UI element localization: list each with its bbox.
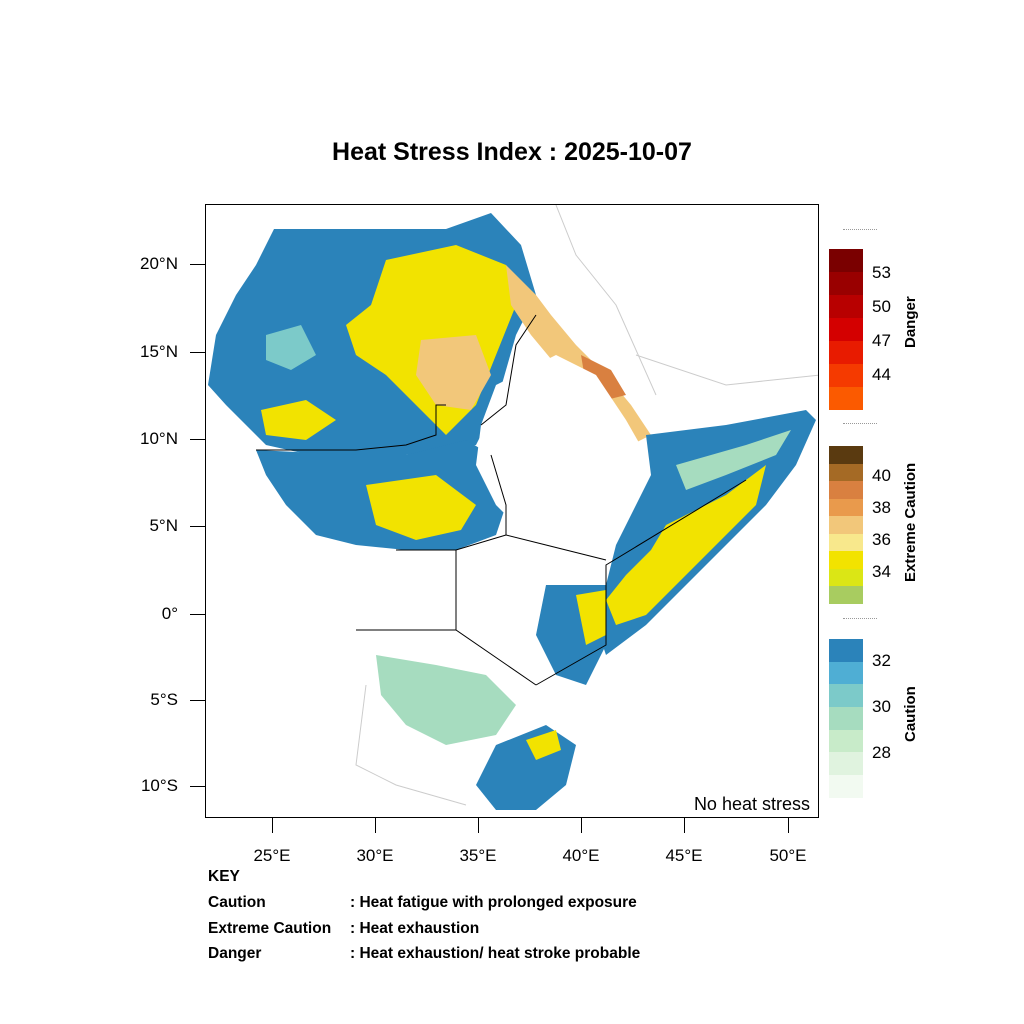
key-description: : Heat fatigue with prolonged exposure (350, 894, 637, 911)
red-sea-coast (506, 265, 651, 445)
lon-tick (375, 818, 376, 833)
danger-label: 44 (872, 365, 891, 384)
key-term: Danger (208, 945, 262, 962)
tanzania-green (376, 655, 516, 745)
lon-tick (684, 818, 685, 833)
lon-tick-label: 25°E (253, 846, 291, 865)
caution-title: Caution (902, 686, 919, 742)
country-borders (256, 314, 747, 686)
legend-swatch (829, 752, 863, 776)
lon-tick (478, 818, 479, 833)
lon-tick-label: 45°E (665, 846, 703, 865)
legend-swatch (829, 551, 863, 569)
lat-tick (190, 439, 205, 440)
legend-divider (843, 423, 877, 426)
sudan-green-patch (266, 325, 316, 370)
lon-tick-label: 40°E (562, 846, 600, 865)
kenya-yellow (576, 590, 606, 645)
caution-label: 28 (872, 743, 891, 762)
heat-stress-map (208, 205, 818, 810)
caution-label: 30 (872, 697, 891, 716)
caution-label: 32 (872, 651, 891, 670)
legend-swatch (829, 295, 863, 318)
legend-swatch (829, 661, 863, 685)
lon-tick-label: 30°E (356, 846, 394, 865)
legend-swatch (829, 707, 863, 730)
neighbor-outlines (355, 205, 818, 806)
caution-colorbar (829, 639, 863, 798)
legend-swatch (829, 463, 863, 481)
map-panel: No heat stress (205, 204, 819, 818)
lat-tick-label: 20°N (140, 254, 178, 273)
extreme-caution-colorbar (829, 446, 863, 604)
no-heat-stress-label: No heat stress (693, 794, 810, 814)
key-term: Caution (208, 894, 266, 911)
extreme-caution-label: 38 (872, 498, 891, 517)
lat-tick-label: 0° (161, 604, 178, 623)
lat-tick-label: 5°S (150, 690, 178, 709)
lon-tick (581, 818, 582, 833)
danger-colorbar (829, 249, 863, 410)
sudan-west-yellow (261, 400, 336, 440)
legend-swatch (829, 498, 863, 516)
lat-tick (190, 700, 205, 701)
tanzania-yellow (526, 730, 561, 760)
legend-swatch (829, 516, 863, 534)
key-description: : Heat exhaustion/ heat stroke probable (350, 945, 641, 962)
legend-swatch (829, 775, 863, 798)
legend-divider (843, 618, 877, 621)
key-term: Extreme Caution (208, 920, 332, 937)
lon-tick (788, 818, 789, 833)
sudan-hot-core (416, 335, 491, 410)
legend-divider (843, 229, 877, 232)
danger-title: Danger (902, 296, 919, 348)
danger-label: 50 (872, 297, 891, 316)
lat-tick-label: 10°S (140, 776, 178, 795)
legend-swatch (829, 684, 863, 708)
legend-swatch (829, 639, 863, 662)
legend-swatch (829, 481, 863, 499)
danger-label: 47 (872, 331, 891, 350)
extreme-caution-label: 36 (872, 530, 891, 549)
legend-swatch (829, 249, 863, 272)
danger-label: 53 (872, 263, 891, 282)
lat-tick (190, 614, 205, 615)
lon-tick (272, 818, 273, 833)
extreme-caution-title: Extreme Caution (902, 462, 919, 582)
legend-swatch (829, 568, 863, 586)
lat-tick-label: 10°N (140, 429, 178, 448)
legend-swatch (829, 533, 863, 551)
key-description: : Heat exhaustion (350, 920, 480, 937)
horn-green (676, 430, 791, 490)
extreme-caution-label: 34 (872, 562, 891, 581)
legend-swatch (829, 446, 863, 464)
lat-tick (190, 264, 205, 265)
horn-yellow (606, 465, 766, 625)
extreme-caution-label: 40 (872, 466, 891, 485)
legend-swatch (829, 272, 863, 295)
lat-tick-label: 15°N (140, 342, 178, 361)
legend-swatch (829, 586, 863, 604)
lat-tick (190, 352, 205, 353)
legend-swatch (829, 318, 863, 341)
lat-tick-label: 5°N (149, 516, 178, 535)
legend-swatch (829, 387, 863, 410)
legend-swatch (829, 729, 863, 753)
south-sudan-yellow (366, 475, 476, 540)
lon-tick-label: 35°E (459, 846, 497, 865)
lon-tick-label: 50°E (769, 846, 807, 865)
legend-swatch (829, 364, 863, 387)
legend-swatch (829, 341, 863, 364)
key-heading: KEY (208, 868, 240, 885)
ethiopia-highlands (476, 355, 646, 545)
lat-tick (190, 786, 205, 787)
lat-tick (190, 526, 205, 527)
map-title: Heat Stress Index : 2025-10-07 (332, 138, 692, 166)
